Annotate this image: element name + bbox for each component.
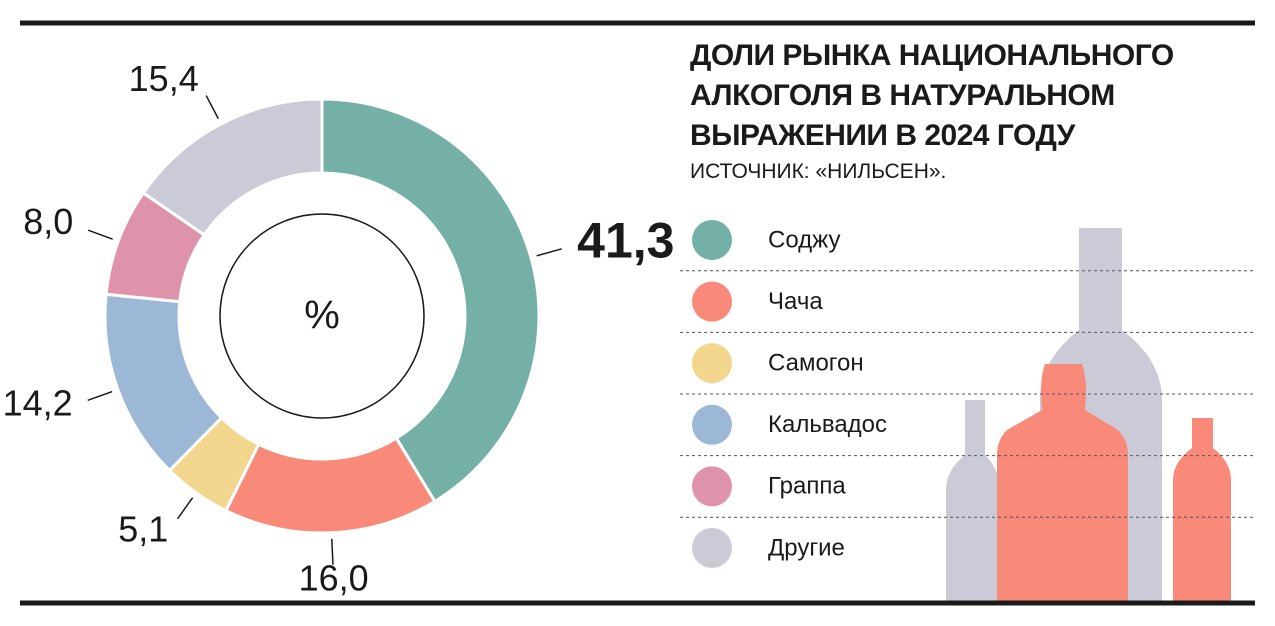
leader-line <box>87 229 113 240</box>
leader-line <box>536 248 562 257</box>
leader-line <box>331 538 334 565</box>
value-label: 41,3 <box>577 213 674 269</box>
legend-swatch <box>692 528 732 568</box>
legend-swatch <box>692 404 732 445</box>
donut-segment <box>141 97 324 237</box>
legend-label: Граппа <box>768 473 846 500</box>
value-label: 16,0 <box>299 557 369 598</box>
legend-swatch <box>692 466 732 507</box>
bottles <box>946 228 1231 603</box>
leader-line <box>205 95 219 119</box>
source: ИСТОЧНИК: «НИЛЬСЕН». <box>690 160 947 183</box>
bottle <box>997 364 1128 603</box>
value-label: 14,2 <box>3 382 73 423</box>
legend-label: Соджу <box>768 226 840 253</box>
bottle <box>1173 418 1231 603</box>
legend-label: Самогон <box>768 350 864 377</box>
leader-line <box>87 390 113 402</box>
center-label: % <box>304 294 340 338</box>
bottle <box>946 400 1000 603</box>
leader-line <box>176 497 194 520</box>
legend-swatch <box>692 220 732 260</box>
title: ДОЛИ РЫНКА НАЦИОНАЛЬНОГО АЛКОГОЛЯ В НАТУ… <box>690 39 1174 152</box>
legend-label: Кальвадос <box>768 411 887 438</box>
legend-label: Чача <box>768 288 823 315</box>
legend-swatch <box>692 281 732 322</box>
value-label: 5,1 <box>118 508 168 549</box>
donut-segment <box>320 97 541 504</box>
legend-label: Другие <box>768 534 845 561</box>
value-label: 15,4 <box>129 58 199 99</box>
legend-swatch <box>692 343 732 384</box>
value-label: 8,0 <box>23 201 73 242</box>
donut-segment <box>223 436 437 535</box>
inner-circle <box>219 213 425 419</box>
